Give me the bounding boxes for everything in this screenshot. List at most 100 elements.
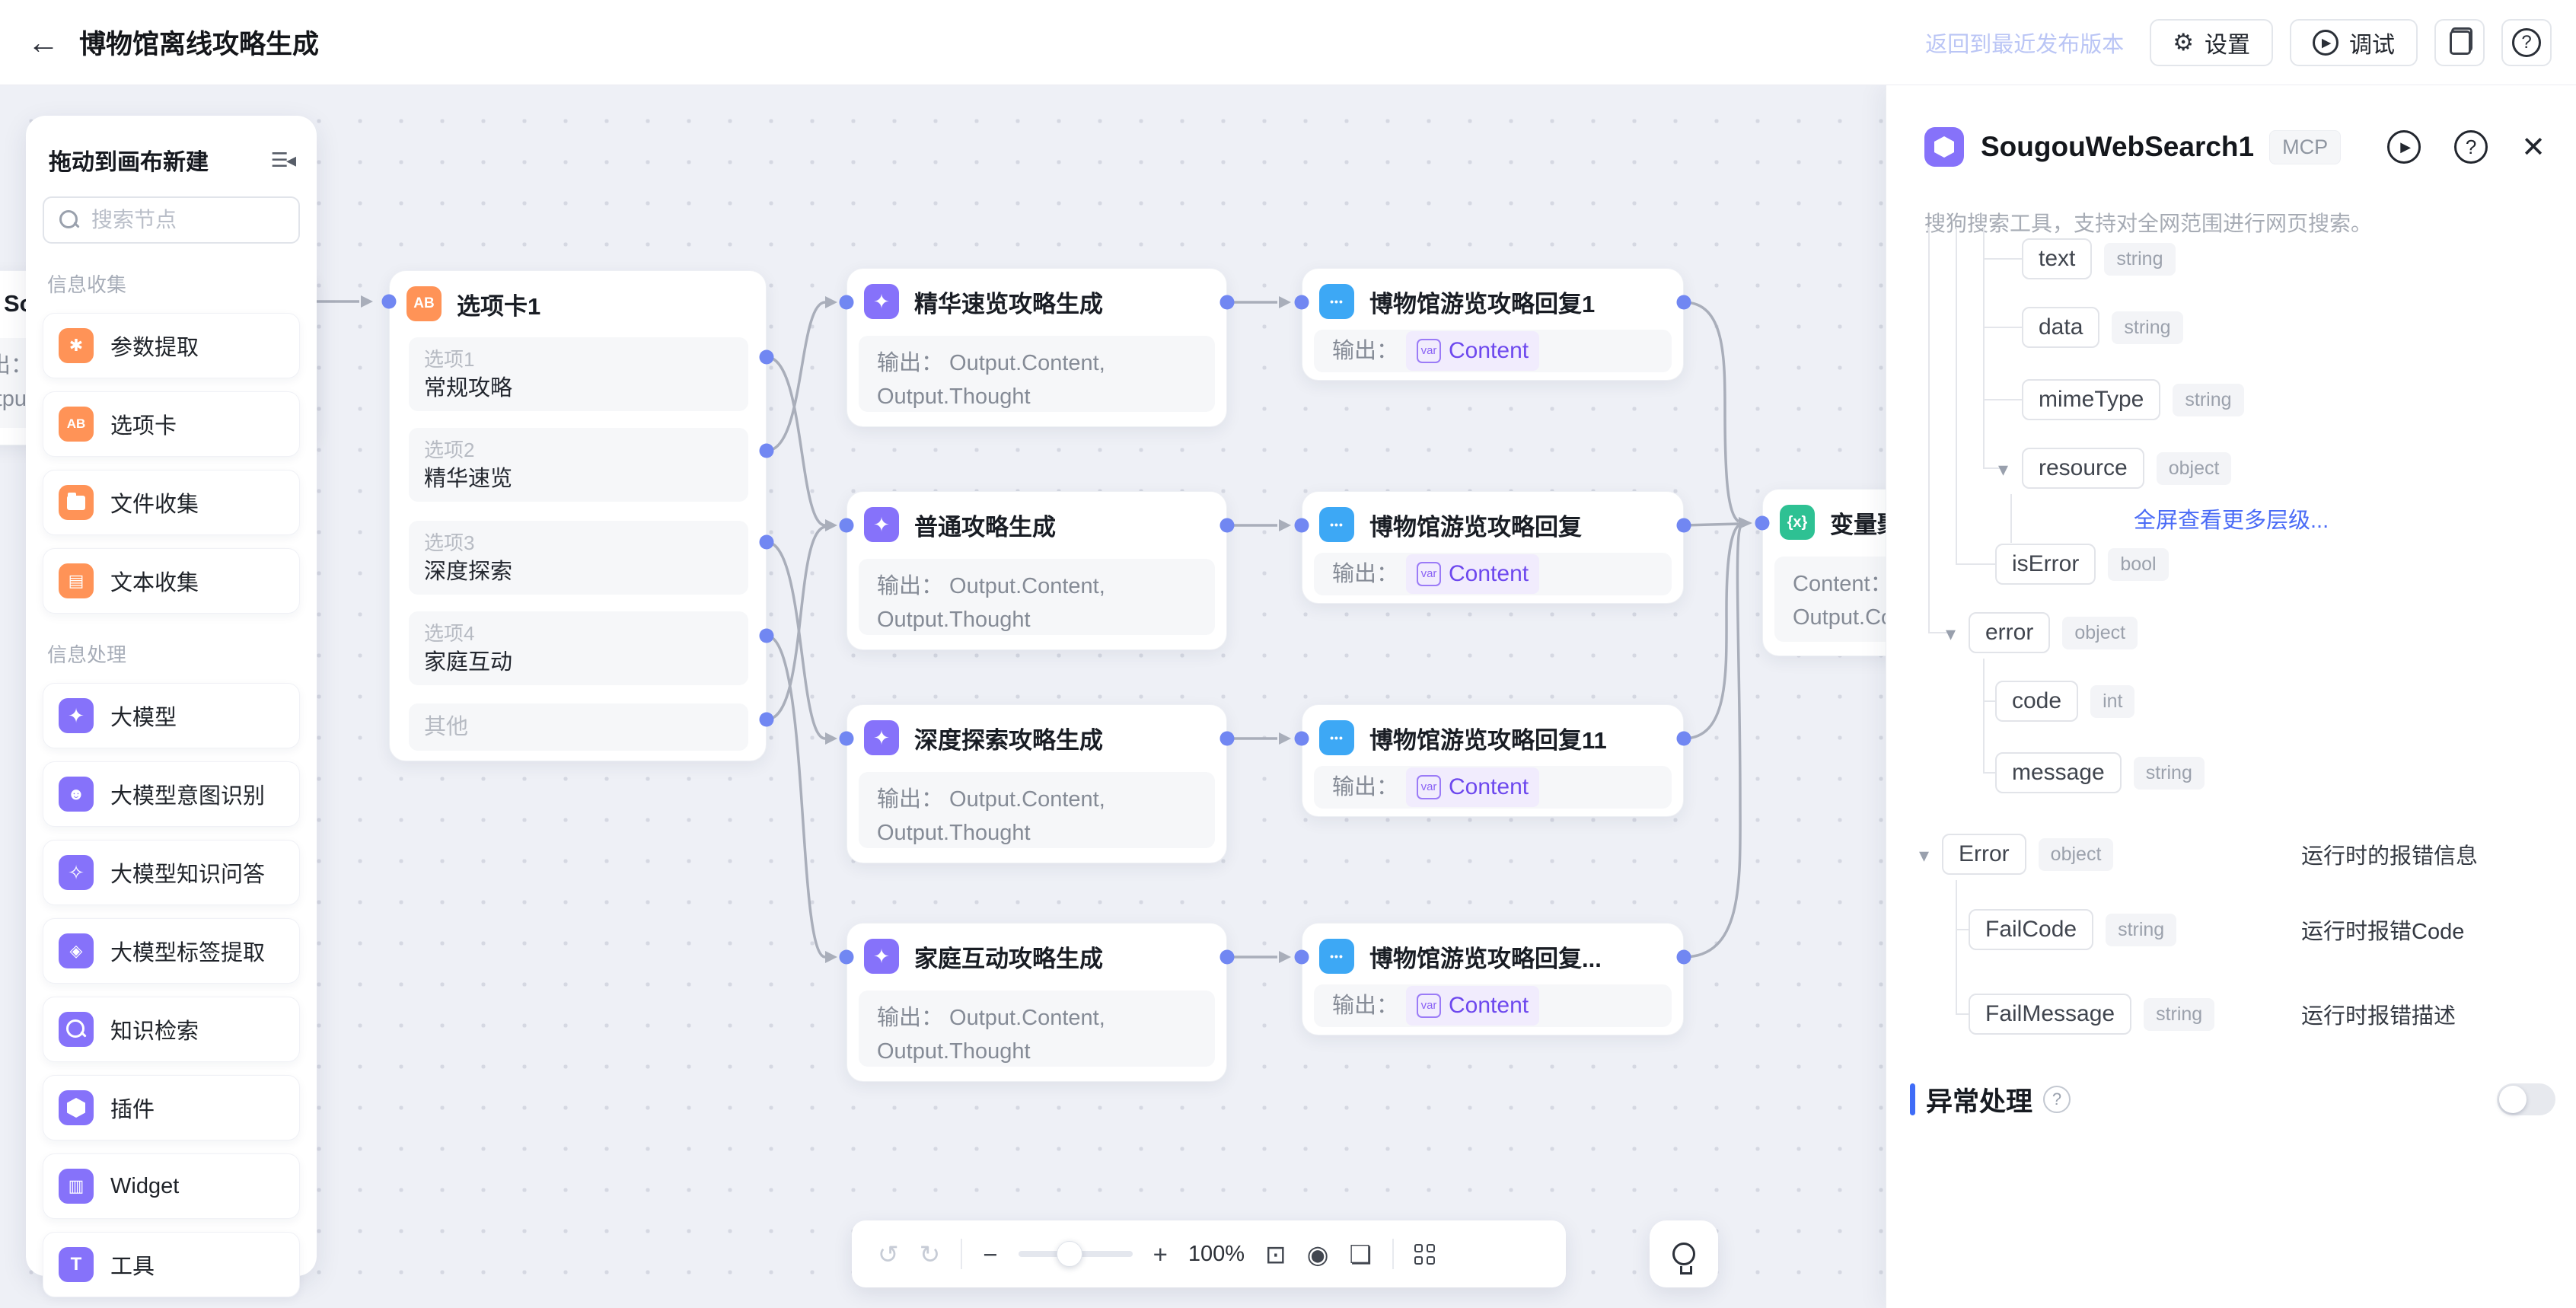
node-reply-3[interactable]: ••• 博物馆游览攻略回复11 输出： var Content [1302, 704, 1684, 817]
tab-option-4[interactable]: 选项4 家庭互动 [409, 611, 748, 685]
fit-view-icon[interactable]: ⊡ [1265, 1239, 1286, 1268]
tree-connector [1983, 399, 2022, 400]
sidebar-item-plugin[interactable]: 插件 [43, 1075, 300, 1141]
sidebar-item-knowledge-search[interactable]: 知识检索 [43, 997, 300, 1062]
node-palette-sidebar: 拖动到画布新建 ☰◂ 信息收集 ✱ 参数提取 AB 选项卡 文件收集 ▤ 文本收… [26, 116, 317, 1297]
tree-row-data: data string [2022, 303, 2183, 352]
tree-row-resource: resource object [2022, 444, 2232, 493]
node-generator-family[interactable]: ✦ 家庭互动攻略生成 输出： Output.Content, Output.Tho… [846, 923, 1227, 1082]
mcp-plugin-icon [1924, 127, 1964, 167]
aggregate-icon: {x} [1780, 505, 1815, 540]
panel-title: SougouWebSearch1 [1981, 131, 2255, 162]
tab-option-1[interactable]: 选项1 常规攻略 [409, 337, 748, 411]
help-button[interactable]: ? [2501, 19, 2552, 66]
settings-button[interactable]: ⚙ 设置 [2150, 19, 2273, 66]
group-label-info-process: 信息处理 [47, 643, 127, 666]
copy-button[interactable] [2434, 19, 2485, 66]
header-actions: 返回到最近发布版本 ⚙ 设置 ▶ 调试 ? [1925, 0, 2552, 85]
node-generator-normal[interactable]: ✦ 普通攻略生成 输出： Output.Content, Output.Thoug… [846, 491, 1227, 650]
tree-connector [1983, 700, 1995, 702]
chat-bubble-icon: ••• [1319, 284, 1354, 319]
tree-connector [1983, 467, 2001, 469]
sidebar-item-param-extract[interactable]: ✱ 参数提取 [43, 313, 300, 378]
undo-icon[interactable]: ↺ [878, 1239, 899, 1268]
zoom-in-icon[interactable]: + [1153, 1239, 1168, 1268]
node-output-summary: 输出： Output.Content, Output.Thought [859, 336, 1215, 412]
close-panel-icon[interactable]: ✕ [2521, 131, 2546, 164]
sidebar-item-llm-tag-extract[interactable]: ◈ 大模型标签提取 [43, 918, 300, 984]
llm-icon: ✦ [864, 507, 899, 542]
node-reply-1[interactable]: ••• 博物馆游览攻略回复1 输出： var Content [1302, 268, 1684, 381]
tree-row-message: message string [1995, 748, 2205, 797]
sidebar-item-tool[interactable]: T 工具 [43, 1232, 300, 1297]
tab-option-2[interactable]: 选项2 精华速览 [409, 428, 748, 502]
sidebar-item-llm[interactable]: ✦ 大模型 [43, 683, 300, 748]
node-tab-card[interactable]: AB 选项卡1 选项1 常规攻略 选项2 精华速览 选项3 深度探索 选项4 家… [389, 270, 767, 761]
note-icon[interactable]: ❏ [1349, 1239, 1372, 1268]
copy-icon [2450, 27, 2472, 55]
magnifier-icon [59, 1012, 94, 1047]
sidebar-item-widget[interactable]: ▥ Widget [43, 1153, 300, 1219]
debug-label: 调试 [2349, 33, 2395, 58]
layout-grid-icon[interactable] [1414, 1243, 1436, 1265]
zoom-out-icon[interactable]: − [983, 1239, 998, 1268]
node-reply-4[interactable]: ••• 博物馆游览攻略回复... 输出： var Content [1302, 923, 1684, 1035]
search-input[interactable] [91, 208, 282, 232]
divider [961, 1239, 963, 1269]
play-circle-icon: ▶ [2313, 30, 2338, 56]
node-reply-2[interactable]: ••• 博物馆游览攻略回复 输出： var Content [1302, 491, 1684, 604]
debug-button[interactable]: ▶ 调试 [2290, 19, 2418, 66]
chevron-down-icon[interactable]: ▾ [1919, 844, 1930, 866]
tree-row-mimetype: mimeType string [2022, 375, 2244, 424]
node-generator-deep[interactable]: ✦ 深度探索攻略生成 输出： Output.Content, Output.Tho… [846, 704, 1227, 863]
node-output-summary: 输出： var Content [1314, 553, 1672, 595]
sidebar-item-file-collect[interactable]: 文件收集 [43, 470, 300, 535]
back-icon[interactable]: ← [27, 24, 59, 60]
tab-option-other[interactable]: 其他 [409, 703, 748, 751]
sidebar-item-tab-card[interactable]: AB 选项卡 [43, 391, 300, 457]
zoom-slider-knob[interactable] [1057, 1241, 1083, 1267]
tips-button[interactable] [1650, 1220, 1718, 1287]
search-icon [59, 210, 79, 230]
preview-eye-icon[interactable]: ◉ [1306, 1239, 1329, 1268]
chevron-down-icon[interactable]: ▾ [1946, 622, 1956, 645]
node-output-summary: 输出： var Content [1314, 984, 1672, 1027]
canvas-toolbar: ↺ ↻ − + 100% ⊡ ◉ ❏ [852, 1220, 1566, 1287]
panel-help-icon[interactable]: ? [2454, 130, 2488, 164]
tree-row-failmessage: FailMessage string [1969, 990, 2215, 1038]
node-output-summary: 输出： Output.Content, Output.Thought [859, 991, 1215, 1067]
exception-help-icon[interactable]: ? [2043, 1086, 2071, 1113]
chevron-down-icon[interactable]: ▾ [1998, 458, 2009, 480]
tab-option-3[interactable]: 选项3 深度探索 [409, 521, 748, 595]
collapse-panel-icon[interactable]: ☰◂ [270, 148, 296, 171]
hexagon-plugin-icon [59, 1090, 94, 1125]
tree-row-code: code int [1995, 677, 2135, 726]
tree-connector [1956, 563, 1995, 565]
sidebar-item-text-collect[interactable]: ▤ 文本收集 [43, 548, 300, 614]
plugin-description: 搜狗搜索工具，支持对全网范围进行网页搜索。 [1924, 212, 2373, 235]
tree-row-failcode: FailCode string [1969, 905, 2177, 954]
return-published-version-link[interactable]: 返回到最近发布版本 [1925, 33, 2125, 57]
zoom-slider[interactable] [1018, 1241, 1133, 1267]
widget-icon: ▥ [59, 1169, 94, 1204]
lightbulb-icon [1672, 1243, 1695, 1275]
llm-icon: ✦ [59, 698, 94, 733]
document-icon: ▤ [59, 563, 94, 598]
node-output-summary: 输出： Output.Content, Output.Thought [859, 772, 1215, 848]
sidebar-item-llm-intent[interactable]: ☻ 大模型意图识别 [43, 761, 300, 827]
section-accent-bar [1910, 1083, 1915, 1115]
run-node-button[interactable]: ▶ [2387, 130, 2421, 164]
view-more-levels-link[interactable]: 全屏查看更多层级... [2134, 509, 2329, 533]
tree-connector [1956, 1013, 1969, 1015]
mcp-badge: MCP [2269, 129, 2342, 164]
exception-handling-section: 异常处理 ? [1910, 1075, 2555, 1124]
sidebar-title: 拖动到画布新建 [49, 150, 209, 175]
redo-icon[interactable]: ↻ [919, 1239, 941, 1268]
tree-connector [1983, 327, 2022, 328]
node-output-summary: 输出： var Content [1314, 330, 1672, 372]
exception-toggle[interactable] [2497, 1083, 2555, 1115]
search-node-box[interactable] [43, 196, 300, 244]
node-generator-highlight[interactable]: ✦ 精华速览攻略生成 输出： Output.Content, Output.Tho… [846, 268, 1227, 427]
sidebar-item-llm-knowledge-qa[interactable]: ✧ 大模型知识问答 [43, 840, 300, 905]
tree-row-text: text string [2022, 234, 2176, 283]
